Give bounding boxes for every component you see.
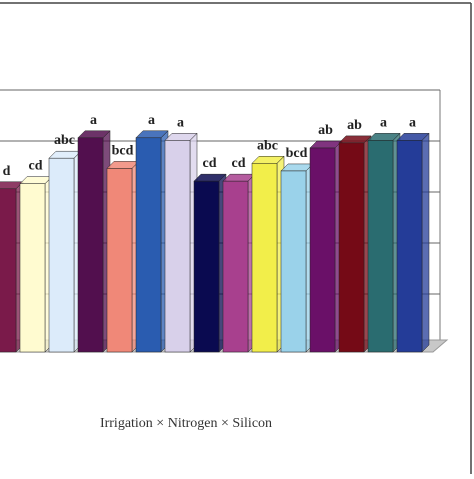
bar-front — [193, 180, 220, 353]
bar — [222, 173, 256, 353]
bar — [367, 132, 401, 353]
bar — [135, 130, 169, 353]
bar-front — [367, 140, 394, 353]
bar-front — [164, 140, 191, 353]
bar-front — [135, 137, 162, 353]
bar-front — [19, 183, 46, 353]
value-label: cd — [29, 159, 43, 174]
value-label: bcd — [286, 146, 308, 161]
bar — [0, 181, 24, 353]
value-label: ab — [318, 123, 333, 138]
bar — [48, 150, 82, 353]
bar-front — [106, 168, 133, 353]
value-label: a — [380, 115, 387, 130]
bar-front — [222, 180, 249, 353]
bar-front — [309, 147, 336, 353]
value-label: bcd — [112, 143, 134, 158]
bar-front — [338, 142, 365, 353]
value-label: cd — [203, 156, 217, 171]
value-label: a — [409, 115, 416, 130]
value-label: a — [90, 113, 97, 128]
bar-front — [77, 137, 104, 353]
bar — [164, 132, 198, 353]
bar-front — [48, 157, 75, 353]
bar — [309, 140, 343, 353]
bar-front — [280, 170, 307, 353]
bar — [106, 160, 140, 353]
value-label: ab — [347, 118, 362, 133]
bar-front — [396, 140, 423, 353]
bar — [19, 176, 53, 353]
bar-side — [421, 132, 430, 353]
bar — [251, 155, 285, 353]
value-label: abc — [257, 138, 278, 153]
bar-front — [0, 188, 17, 353]
bar — [280, 163, 314, 353]
bar — [396, 132, 430, 353]
value-label: cd — [232, 156, 246, 171]
bar — [338, 135, 372, 353]
x-axis-label: Irrigation × Nitrogen × Silicon — [100, 416, 272, 431]
bar — [193, 173, 227, 353]
value-label: d — [3, 164, 11, 179]
value-label: a — [177, 115, 184, 130]
value-label: abc — [54, 133, 75, 148]
value-label: a — [148, 113, 155, 128]
bar — [77, 130, 111, 353]
bar-front — [251, 163, 278, 353]
